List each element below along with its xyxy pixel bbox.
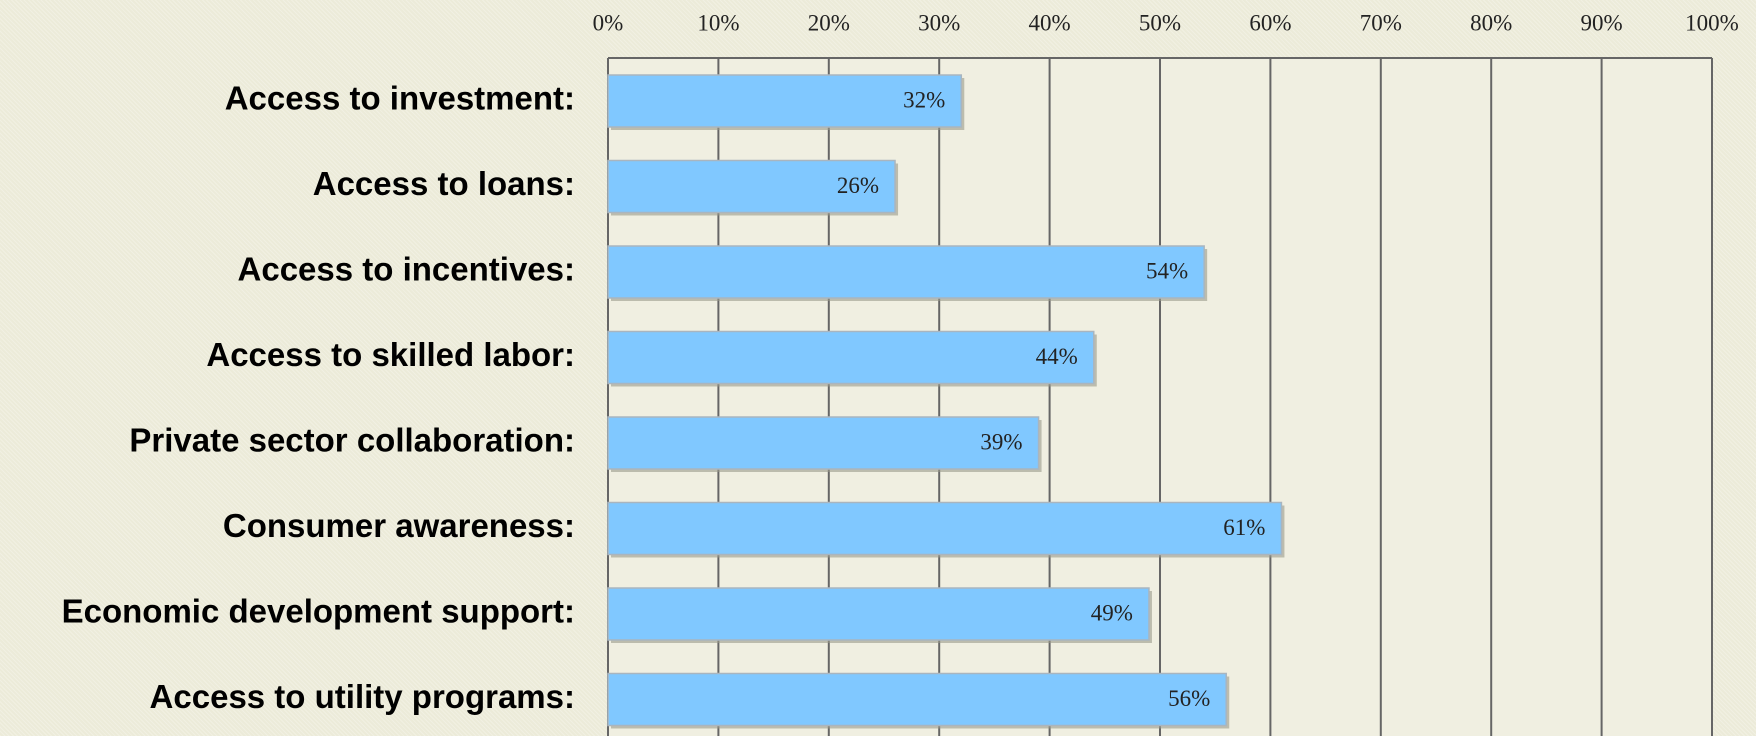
category-label: Access to skilled labor: xyxy=(206,336,575,373)
x-tick-label: 0% xyxy=(593,10,624,35)
x-tick-label: 100% xyxy=(1685,10,1739,35)
bar xyxy=(607,587,1150,641)
bar xyxy=(607,330,1095,385)
x-tick-label: 20% xyxy=(808,10,850,35)
x-tick-label: 50% xyxy=(1139,10,1181,35)
value-label: 39% xyxy=(980,429,1022,454)
x-tick-label: 60% xyxy=(1249,10,1291,35)
x-tick-label: 40% xyxy=(1029,10,1071,35)
bar xyxy=(607,416,1040,470)
category-label: Access to loans: xyxy=(313,165,575,202)
x-tick-label: 90% xyxy=(1581,10,1623,35)
value-label: 61% xyxy=(1223,515,1265,540)
category-label: Consumer awareness: xyxy=(223,507,575,544)
category-label: Economic development support: xyxy=(62,593,575,630)
x-tick-label: 80% xyxy=(1470,10,1512,35)
x-tick-label: 30% xyxy=(918,10,960,35)
value-label: 26% xyxy=(837,173,879,198)
value-label: 32% xyxy=(903,87,945,112)
bar xyxy=(607,245,1205,299)
value-label: 54% xyxy=(1146,258,1188,283)
category-label: Access to incentives: xyxy=(238,251,575,288)
x-tick-label: 10% xyxy=(697,10,739,35)
category-label: Private sector collaboration: xyxy=(129,422,575,459)
bar xyxy=(607,672,1227,727)
category-label: Access to utility programs: xyxy=(150,678,575,715)
bar xyxy=(607,74,963,128)
category-label: Access to investment: xyxy=(225,80,575,117)
bar xyxy=(607,159,896,214)
x-tick-label: 70% xyxy=(1360,10,1402,35)
bar xyxy=(607,501,1283,556)
value-label: 56% xyxy=(1168,686,1210,711)
value-label: 49% xyxy=(1091,600,1133,625)
value-label: 44% xyxy=(1036,344,1078,369)
